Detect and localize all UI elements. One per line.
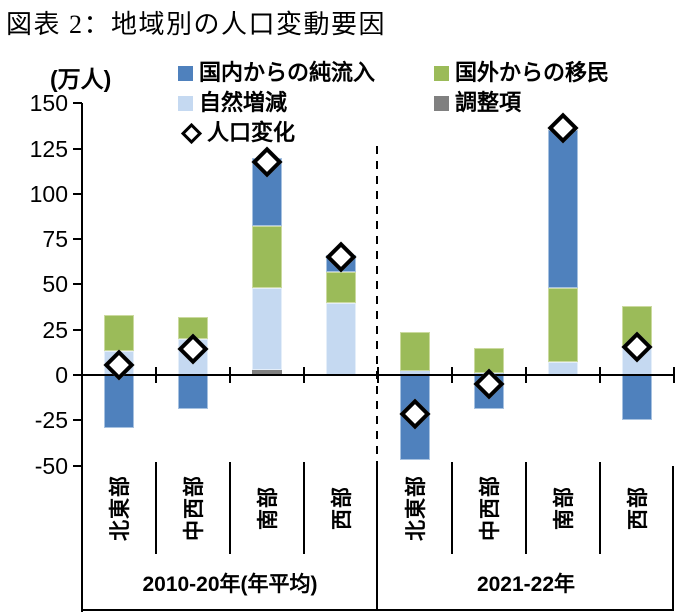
- legend-label: 自然増減: [199, 90, 288, 115]
- y-axis-tick: [73, 328, 82, 331]
- y-axis-tick: [73, 147, 82, 150]
- category-separator-line: [303, 462, 305, 554]
- y-axis-unit-label: (万人): [50, 66, 112, 92]
- category-separator-line: [229, 462, 231, 554]
- legend-label: 調整項: [455, 90, 522, 115]
- figure-title: 図表 2：地域別の人口変動要因: [6, 10, 387, 39]
- legend-label: 国外からの移民: [455, 60, 610, 85]
- bar-segment-国内からの純流入: [548, 130, 578, 289]
- category-separator-line: [155, 462, 157, 554]
- category-label-text: 西部: [331, 486, 354, 530]
- y-axis-tick: [73, 283, 82, 286]
- group-period-label: 2021-22年: [476, 573, 576, 596]
- category-label-text: 北東部: [109, 475, 132, 541]
- bar-segment-国外からの移民: [400, 331, 430, 372]
- bar-segment-国外からの移民: [548, 288, 578, 363]
- group-boundary-line: [672, 466, 674, 610]
- x-axis-tick: [598, 367, 601, 383]
- category-label-text: 中西部: [183, 475, 206, 541]
- bar-segment-国内からの純流入: [178, 375, 208, 410]
- y-tick-label: 0: [55, 362, 68, 388]
- y-tick-label: 150: [29, 90, 68, 117]
- gray-square-icon: [434, 95, 449, 111]
- x-axis-tick: [672, 367, 675, 383]
- y-axis-tick: [73, 238, 82, 241]
- y-tick-label: 125: [29, 135, 68, 162]
- axis-bottom-border-line: [81, 609, 674, 611]
- x-axis-tick: [524, 367, 527, 383]
- category-label-text: 南部: [553, 486, 576, 530]
- legend-item-natural-change: 自然増減: [178, 89, 287, 117]
- bar-segment-調整項: [252, 369, 282, 375]
- bar-segment-国外からの移民: [252, 226, 282, 288]
- category-label-text: 西部: [627, 486, 650, 530]
- legend-label: 人口変化: [207, 120, 296, 145]
- y-axis-line: [81, 103, 83, 612]
- bar-segment-自然増減: [252, 288, 282, 370]
- y-tick-label: -25: [34, 407, 68, 434]
- legend-item-population-change: 人口変化: [180, 119, 296, 147]
- bar-segment-国外からの移民: [326, 271, 356, 303]
- category-label-text: 北東部: [405, 475, 428, 541]
- category-separator-line: [451, 462, 453, 554]
- lightblue-square-icon: [178, 95, 193, 111]
- y-axis-tick: [73, 192, 82, 195]
- blue-square-icon: [178, 65, 193, 81]
- x-axis-tick: [154, 367, 157, 383]
- legend-item-adjustment: 調整項: [434, 89, 521, 117]
- group-period-label: 2010-20年(年平均): [142, 573, 318, 596]
- y-tick-label: 75: [42, 226, 68, 253]
- y-tick-label: 100: [29, 180, 68, 207]
- bar-segment-国内からの純流入: [622, 375, 652, 421]
- legend-label: 国内からの純流入: [199, 60, 376, 85]
- bar-segment-自然増減: [326, 302, 356, 375]
- bar-segment-国外からの移民: [104, 315, 134, 352]
- category-separator-line: [525, 462, 527, 554]
- x-axis-tick: [302, 367, 305, 383]
- x-axis-tick: [450, 367, 453, 383]
- y-tick-label: 25: [42, 316, 68, 343]
- period-divider-dashed-line: [375, 146, 379, 466]
- legend-item-net-domestic-inflow: 国内からの純流入: [178, 59, 375, 87]
- legend-item-foreign-immigration: 国外からの移民: [434, 59, 609, 87]
- bar-segment-自然増減: [400, 371, 430, 375]
- category-label-text: 中西部: [479, 475, 502, 541]
- y-axis-tick: [73, 102, 82, 105]
- y-tick-label: -50: [34, 452, 68, 479]
- x-axis-tick: [228, 367, 231, 383]
- y-axis-tick: [73, 374, 82, 376]
- category-label-text: 南部: [257, 486, 280, 530]
- group-boundary-line: [376, 466, 378, 610]
- category-separator-line: [599, 462, 601, 554]
- category-label: 西部: [592, 464, 676, 552]
- y-axis-tick: [73, 464, 82, 467]
- y-axis-tick: [73, 419, 82, 422]
- x-axis-tick: [376, 367, 379, 383]
- bar-segment-国内からの純流入: [104, 375, 134, 428]
- green-square-icon: [434, 65, 449, 81]
- y-tick-label: 50: [42, 271, 68, 298]
